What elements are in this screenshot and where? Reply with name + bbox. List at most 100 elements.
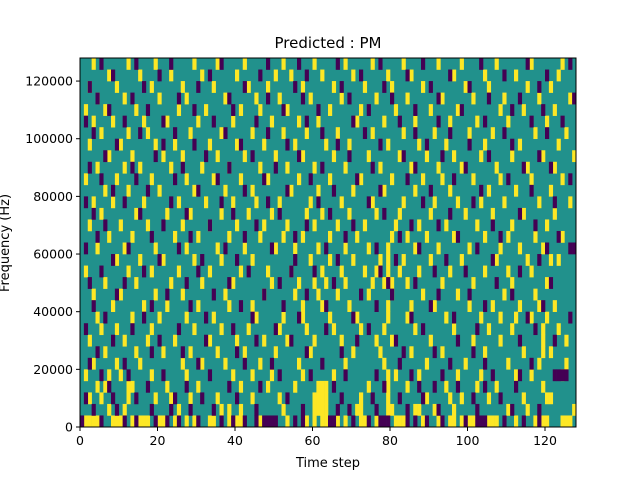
heatmap-cell-high [138,415,143,428]
heatmap-cell-low [91,127,96,140]
heatmap-cell-low [459,104,464,116]
heatmap-cell-low [196,265,201,278]
heatmap-cell-high [223,288,228,301]
heatmap-cell-high [552,300,557,312]
heatmap-cell-low [149,403,154,416]
heatmap-cell-high [335,288,340,301]
heatmap-cell-low [382,415,387,428]
heatmap-cell-high [285,415,290,428]
heatmap-cell-low [390,92,395,105]
heatmap-cell-high [432,196,437,209]
plot-frame [79,57,577,428]
heatmap-cell-high [494,415,499,428]
heatmap-cell-high [521,346,526,359]
heatmap-cell-low [254,334,259,347]
heatmap-cell-low [184,277,189,289]
heatmap-cell-low [556,369,561,382]
heatmap-cell-low [242,184,247,197]
heatmap-cell-low [409,219,414,232]
heatmap-cell-high [316,403,321,416]
heatmap-cell-high [153,288,158,301]
heatmap-cell-high [486,323,492,336]
heatmap-cell-high [421,415,426,428]
heatmap-cell-high [312,161,317,174]
heatmap-cell-low [165,288,170,301]
heatmap-cell-low [541,104,546,116]
heatmap-cell-low [262,288,267,301]
heatmap-cell-high [161,415,166,428]
heatmap-cell-low [83,115,89,128]
heatmap-cell-high [556,69,561,82]
heatmap-cell-high [130,150,135,163]
heatmap-cell-high [126,265,131,278]
heatmap-cell-low [568,173,573,186]
heatmap-cell-low [517,92,523,105]
heatmap-cell-high [351,69,356,82]
heatmap-cell-high [444,219,449,232]
heatmap-cell-high [564,415,569,428]
heatmap-cell-high [238,173,244,186]
heatmap-cell-high [122,334,127,347]
heatmap-cell-high [180,357,185,370]
heatmap-cell-low [169,403,174,416]
heatmap-cell-high [95,161,100,174]
heatmap-cell-low [254,219,259,232]
heatmap-cell-high [138,161,143,174]
heatmap-cell-high [99,323,104,336]
heatmap-cell-low [552,369,557,382]
heatmap-cell-low [149,230,154,243]
heatmap-cell-high [444,138,449,151]
heatmap-cell-low [145,184,151,197]
heatmap-cell-high [269,369,275,382]
heatmap-cell-low [417,242,422,255]
heatmap-cell-high [572,150,577,163]
heatmap-cell-high [382,115,387,128]
heatmap-cell-low [285,138,290,151]
heatmap-cell-low [351,415,356,428]
heatmap-cell-high [467,415,472,428]
heatmap-cell-low [134,173,139,186]
heatmap-cell-low [475,403,480,416]
heatmap-cell-high [277,392,282,405]
heatmap-cell-low [347,150,352,163]
heatmap-cell-low [122,357,127,370]
heatmap-cell-high [548,346,554,359]
heatmap-cell-low [126,242,131,255]
heatmap-cell-high [316,184,321,197]
heatmap-cell-high [463,81,468,93]
heatmap-cell-high [95,415,100,428]
heatmap-cell-low [351,219,356,232]
heatmap-cell-high [180,219,185,232]
heatmap-cell-low [486,92,492,105]
heatmap-cell-low [114,403,120,416]
heatmap-cell-low [397,392,402,405]
heatmap-cell-high [424,357,430,370]
heatmap-cell-low [320,161,325,174]
heatmap-cell-low [196,415,201,428]
heatmap-cell-high [204,104,209,116]
x-axis: 0 20 40 60 80 100 120 [76,427,557,448]
heatmap-cell-low [122,115,127,128]
heatmap-cell-high [215,242,220,255]
heatmap-cell-high [459,392,464,405]
heatmap-cell-low [386,415,391,428]
heatmap-cell-low [328,207,333,220]
heatmap-cell-high [184,311,189,324]
heatmap-cell-high [455,288,461,301]
heatmap-cell-high [347,138,352,151]
heatmap-cell-high [130,230,135,243]
heatmap-cell-high [149,81,154,93]
heatmap-cell-low [502,415,507,428]
heatmap-cell-low [413,127,418,140]
heatmap-cell-high [300,230,306,243]
heatmap-cell-high [537,92,542,105]
heatmap-cell-low [378,58,383,70]
heatmap-cell-high [184,369,189,382]
heatmap-cell-high [440,346,445,359]
heatmap-cell-high [529,265,534,278]
heatmap-cell-high [413,115,418,128]
heatmap-cell-low [196,184,201,197]
heatmap-cell-high [242,346,247,359]
heatmap-cell-low [355,173,360,186]
heatmap-cell-high [432,300,437,312]
